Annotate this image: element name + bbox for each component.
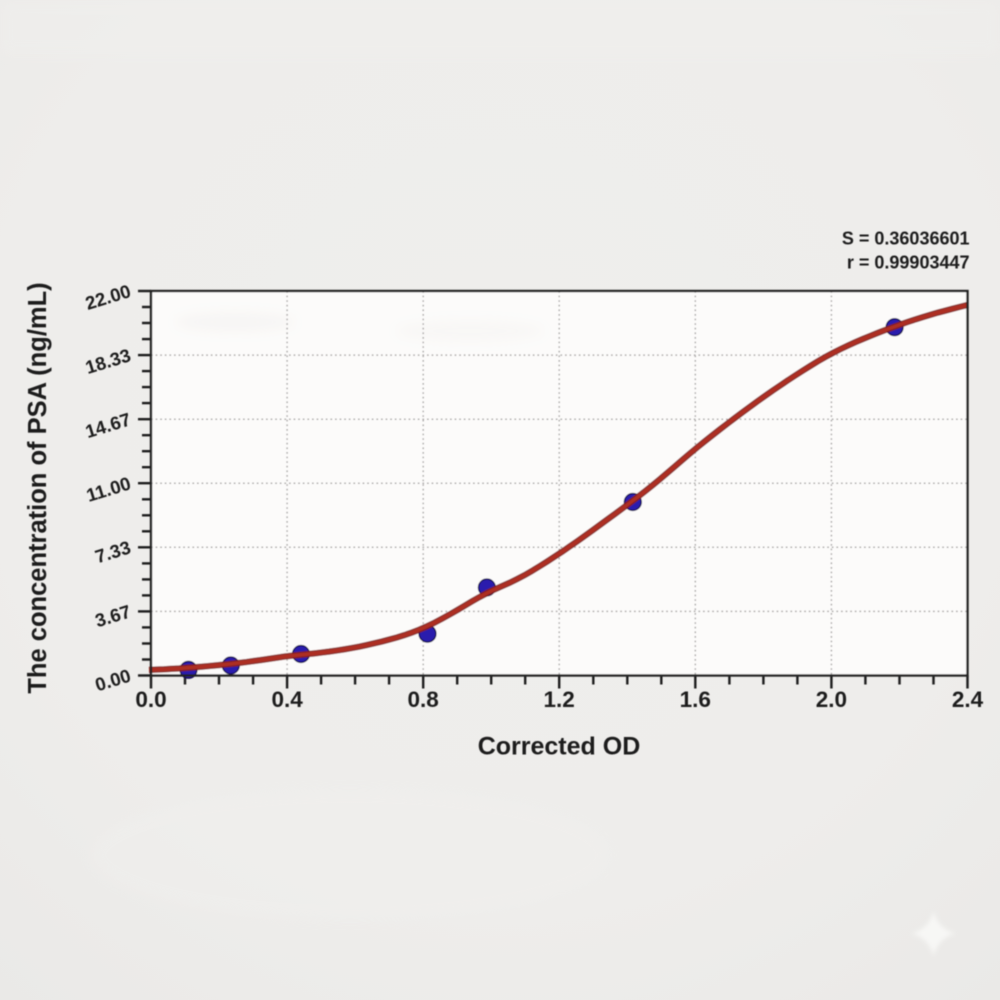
svg-text:0.8: 0.8 <box>408 687 439 712</box>
svg-text:2.4: 2.4 <box>952 687 984 712</box>
svg-text:1.2: 1.2 <box>544 687 575 712</box>
svg-text:1.6: 1.6 <box>680 687 711 712</box>
svg-text:0.4: 0.4 <box>271 687 303 712</box>
svg-text:2.0: 2.0 <box>816 687 847 712</box>
svg-text:0.0: 0.0 <box>135 687 166 712</box>
svg-text:S = 0.36036601: S = 0.36036601 <box>842 229 970 249</box>
svg-text:Corrected OD: Corrected OD <box>478 733 641 761</box>
svg-text:The concentration of PSA (ng/m: The concentration of PSA (ng/mL) <box>24 282 52 693</box>
svg-text:r = 0.99903447: r = 0.99903447 <box>847 253 970 273</box>
